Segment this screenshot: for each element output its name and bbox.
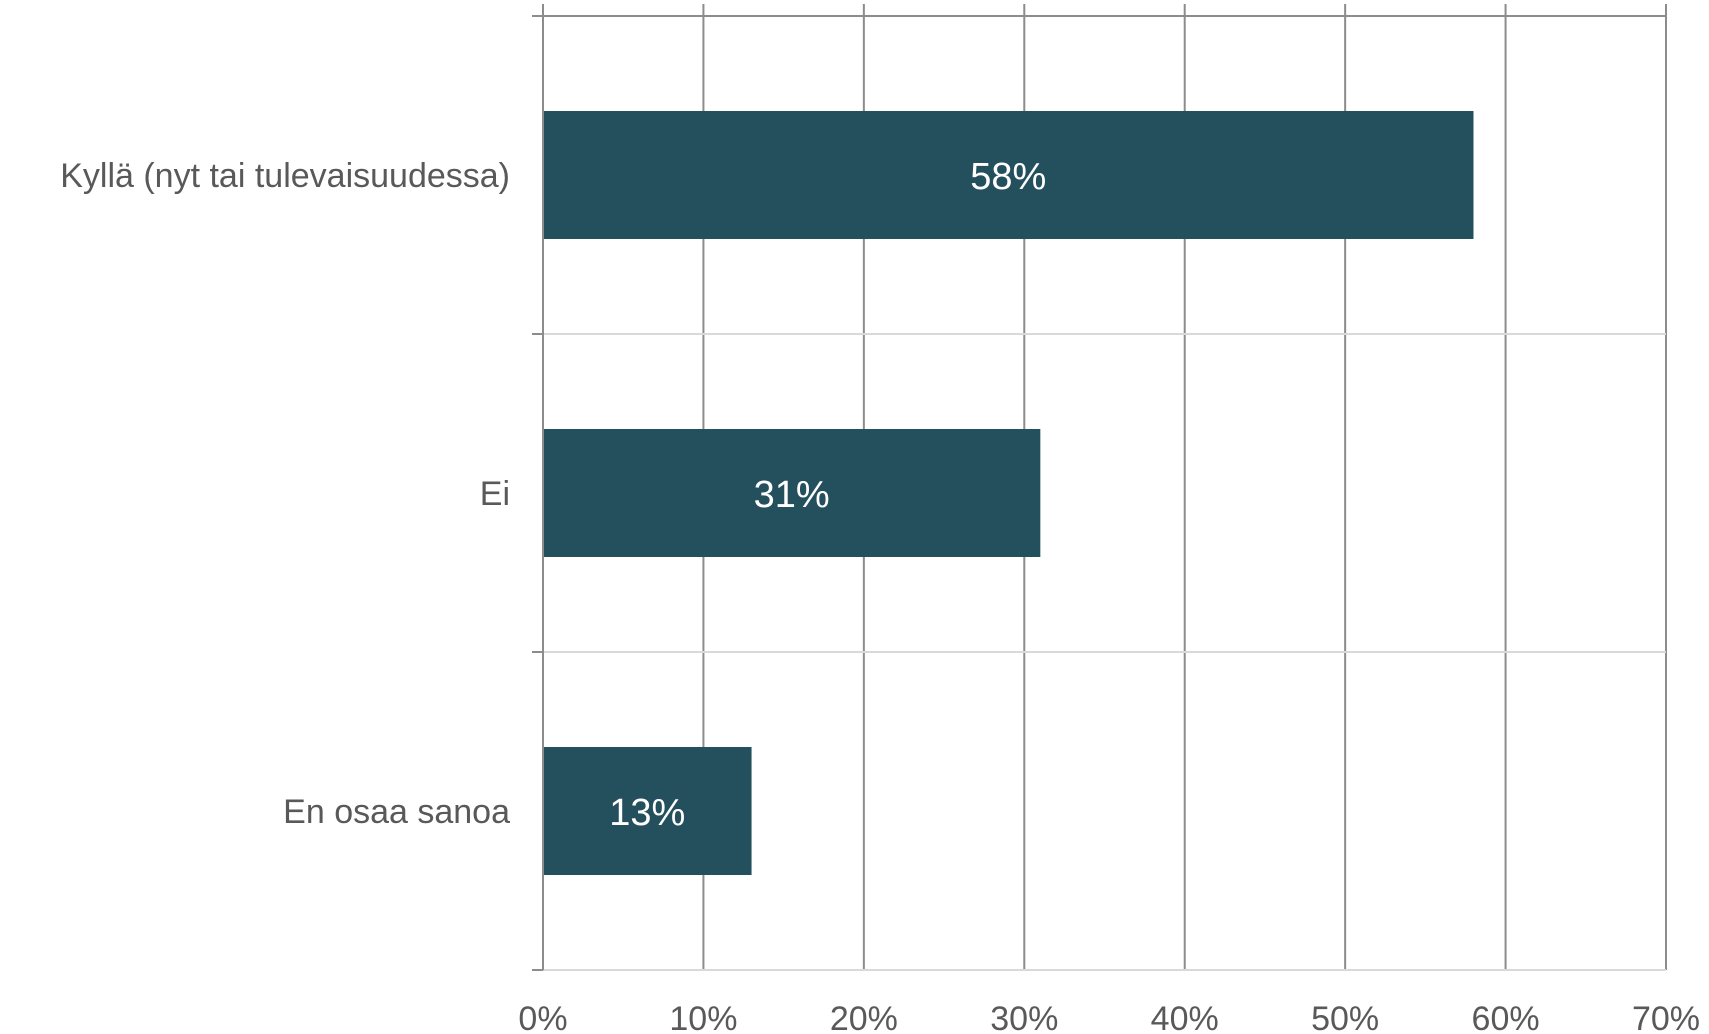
data-label: 31% — [754, 474, 830, 516]
bar — [544, 111, 1474, 239]
x-tick-label: 60% — [1472, 1000, 1540, 1034]
x-tick-label: 10% — [669, 1000, 737, 1034]
category-label: Kyllä (nyt tai tulevaisuudessa) — [60, 157, 510, 195]
category-label: Ei — [480, 475, 510, 513]
x-tick-label: 40% — [1151, 1000, 1219, 1034]
bar — [544, 747, 752, 875]
labels: 0% 10% 20% 30% 40% 50% 60% 70% Kyllä (nyt tai tu… — [60, 156, 1700, 1034]
x-tick-label: 30% — [990, 1000, 1058, 1034]
bars — [544, 111, 1474, 875]
x-tick-label: 70% — [1632, 1000, 1700, 1034]
axes — [532, 4, 544, 971]
category-label: En osaa sanoa — [283, 793, 510, 831]
x-tick-label: 0% — [518, 1000, 567, 1034]
bar — [544, 429, 1041, 557]
x-tick-label: 50% — [1311, 1000, 1379, 1034]
data-label: 13% — [609, 792, 685, 834]
data-label: 58% — [970, 156, 1046, 198]
x-tick-label: 20% — [830, 1000, 898, 1034]
